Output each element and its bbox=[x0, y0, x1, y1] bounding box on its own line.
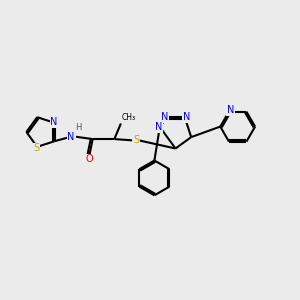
Text: H: H bbox=[75, 124, 81, 133]
Text: O: O bbox=[85, 154, 93, 164]
Text: N: N bbox=[160, 112, 168, 122]
Text: N: N bbox=[68, 132, 75, 142]
Text: N: N bbox=[183, 112, 190, 122]
Text: S: S bbox=[133, 135, 139, 145]
Text: S: S bbox=[34, 143, 40, 153]
Text: N: N bbox=[227, 105, 234, 115]
Text: N: N bbox=[50, 117, 58, 127]
Text: N: N bbox=[154, 122, 162, 132]
Text: CH₃: CH₃ bbox=[122, 113, 136, 122]
